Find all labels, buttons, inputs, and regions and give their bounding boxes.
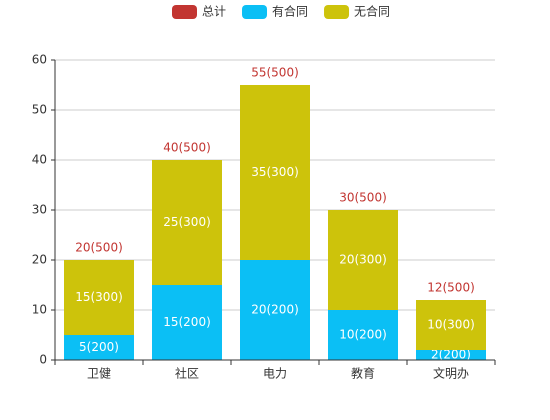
segment-label: 25(300) <box>163 215 211 229</box>
segment-label: 15(300) <box>75 290 123 304</box>
x-tick-label: 电力 <box>263 367 287 381</box>
legend-label[interactable]: 总计 <box>202 5 226 19</box>
legend-swatch[interactable] <box>324 5 350 19</box>
bar-segment <box>240 260 310 360</box>
legend-label[interactable]: 有合同 <box>272 4 308 19</box>
total-label: 12(500) <box>427 281 475 295</box>
legend-label[interactable]: 无合同 <box>354 4 390 19</box>
x-tick-label: 文明办 <box>433 366 469 381</box>
y-tick-label: 30 <box>32 203 47 217</box>
total-label: 30(500) <box>339 191 387 205</box>
segment-label: 10(300) <box>427 318 475 332</box>
total-label: 40(500) <box>163 141 211 155</box>
legend-swatch[interactable] <box>242 5 268 19</box>
bar-segment <box>328 310 398 360</box>
bar-segment <box>152 285 222 360</box>
segment-label: 10(200) <box>339 328 387 342</box>
segment-label: 5(200) <box>79 340 119 354</box>
bar-segment <box>416 300 486 350</box>
y-tick-label: 60 <box>32 53 47 67</box>
bar-segment <box>240 85 310 260</box>
total-label: 20(500) <box>75 241 123 255</box>
bar-segment <box>64 260 134 335</box>
segment-label: 35(300) <box>251 165 299 179</box>
y-tick-label: 10 <box>32 303 47 317</box>
x-tick-label: 卫健 <box>87 367 111 381</box>
y-tick-label: 20 <box>32 253 47 267</box>
segment-label: 20(200) <box>251 303 299 317</box>
x-tick-label: 社区 <box>175 366 199 381</box>
segment-label: 2(200) <box>431 348 471 362</box>
bar-segment <box>328 210 398 310</box>
y-tick-label: 0 <box>39 353 47 367</box>
y-tick-label: 50 <box>32 103 47 117</box>
bar-segment <box>416 350 486 360</box>
legend-swatch[interactable] <box>172 5 197 19</box>
bar-segment <box>152 160 222 285</box>
total-label: 55(500) <box>251 66 299 80</box>
x-tick-label: 教育 <box>351 366 375 381</box>
segment-label: 20(300) <box>339 253 387 267</box>
segment-label: 15(200) <box>163 315 211 329</box>
bar-segment <box>64 335 134 360</box>
y-tick-label: 40 <box>32 153 47 167</box>
